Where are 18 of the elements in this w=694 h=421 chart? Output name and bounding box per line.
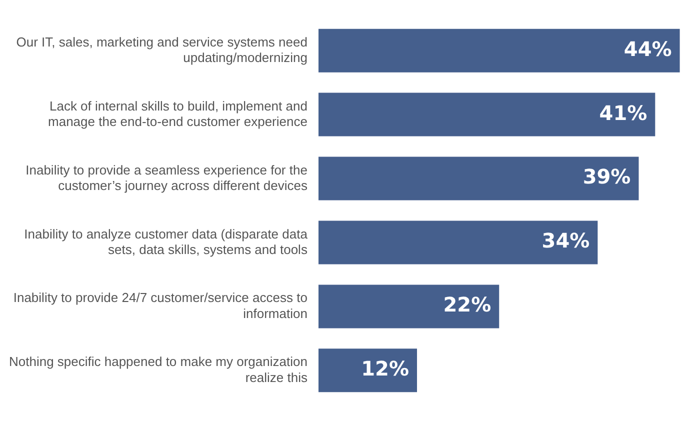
data-label: 39%: [582, 164, 631, 189]
data-label: 12%: [361, 356, 409, 381]
data-label: 34%: [542, 228, 590, 253]
y-tick-label: Inability to provide 24/7 customer/service access to information: [13, 290, 308, 321]
data-label: 22%: [443, 292, 492, 317]
bar: [318, 348, 417, 392]
bar: [318, 28, 680, 72]
y-tick-label: Inability to provide a seamless experience for the customer’s journey across different devices: [26, 162, 308, 193]
y-tick-label: Nothing specific happened to make my organization realize this: [8, 354, 308, 385]
data-label: 41%: [599, 100, 648, 125]
bar: [318, 156, 639, 200]
bar: [318, 284, 500, 328]
y-tick-label: Our IT, sales, marketing and service systems need updating/modernizing: [16, 34, 308, 65]
bar: [318, 92, 656, 136]
data-label: 44%: [624, 36, 672, 61]
y-tick-label: Lack of internal skills to build, implement and manage the end-to-end customer experience: [48, 98, 308, 129]
y-tick-label: Inability to analyze customer data (disparate data sets, data skills, systems and tools: [24, 226, 308, 257]
bar: [318, 220, 598, 264]
